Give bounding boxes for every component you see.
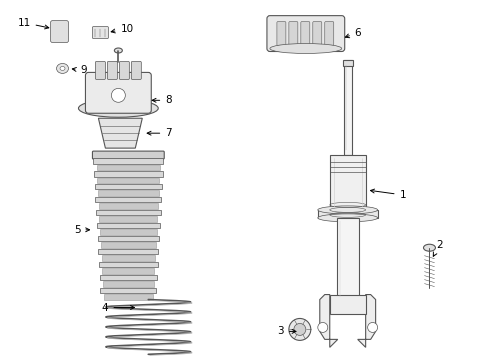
Ellipse shape	[60, 67, 65, 71]
FancyBboxPatch shape	[101, 242, 156, 248]
FancyBboxPatch shape	[289, 22, 298, 45]
FancyBboxPatch shape	[50, 21, 69, 42]
FancyBboxPatch shape	[96, 62, 105, 80]
Polygon shape	[98, 118, 142, 148]
FancyBboxPatch shape	[277, 22, 286, 45]
FancyBboxPatch shape	[120, 62, 129, 80]
Text: 7: 7	[147, 128, 172, 138]
FancyBboxPatch shape	[99, 203, 158, 209]
Text: 8: 8	[152, 95, 172, 105]
FancyBboxPatch shape	[97, 165, 160, 170]
Text: 5: 5	[74, 225, 90, 235]
FancyBboxPatch shape	[98, 249, 158, 254]
Ellipse shape	[114, 48, 122, 53]
Ellipse shape	[289, 319, 311, 340]
FancyBboxPatch shape	[100, 288, 156, 293]
Ellipse shape	[318, 323, 328, 332]
FancyBboxPatch shape	[101, 255, 155, 261]
FancyBboxPatch shape	[85, 72, 151, 113]
Text: 10: 10	[111, 24, 133, 33]
Text: 11: 11	[17, 18, 49, 29]
FancyBboxPatch shape	[99, 216, 157, 222]
FancyBboxPatch shape	[98, 236, 159, 241]
FancyBboxPatch shape	[301, 22, 310, 45]
Text: 1: 1	[370, 189, 406, 200]
Ellipse shape	[270, 44, 342, 54]
Text: 2: 2	[433, 240, 443, 256]
FancyBboxPatch shape	[330, 294, 366, 315]
Ellipse shape	[423, 244, 436, 251]
Ellipse shape	[318, 214, 378, 222]
FancyBboxPatch shape	[95, 184, 162, 189]
FancyBboxPatch shape	[94, 171, 163, 176]
FancyBboxPatch shape	[102, 268, 154, 274]
FancyBboxPatch shape	[318, 210, 378, 218]
Ellipse shape	[318, 206, 378, 214]
Ellipse shape	[368, 323, 378, 332]
FancyBboxPatch shape	[343, 60, 353, 67]
Text: 3: 3	[277, 327, 296, 336]
FancyBboxPatch shape	[337, 218, 359, 300]
FancyBboxPatch shape	[97, 223, 160, 228]
FancyBboxPatch shape	[94, 158, 163, 163]
Polygon shape	[320, 294, 338, 347]
Text: 4: 4	[102, 302, 134, 312]
FancyBboxPatch shape	[99, 262, 158, 267]
FancyBboxPatch shape	[313, 22, 322, 45]
Ellipse shape	[56, 63, 69, 73]
FancyBboxPatch shape	[103, 294, 153, 300]
FancyBboxPatch shape	[98, 190, 159, 196]
FancyBboxPatch shape	[98, 177, 159, 183]
FancyBboxPatch shape	[96, 210, 161, 215]
Text: 6: 6	[345, 28, 361, 38]
FancyBboxPatch shape	[107, 62, 118, 80]
Ellipse shape	[294, 323, 306, 336]
Polygon shape	[358, 294, 376, 347]
Ellipse shape	[111, 88, 125, 102]
Ellipse shape	[78, 99, 158, 117]
FancyBboxPatch shape	[103, 281, 154, 287]
FancyBboxPatch shape	[93, 151, 164, 159]
Text: 9: 9	[73, 66, 87, 76]
FancyBboxPatch shape	[330, 155, 366, 210]
FancyBboxPatch shape	[343, 60, 352, 155]
FancyBboxPatch shape	[325, 22, 334, 45]
FancyBboxPatch shape	[131, 62, 141, 80]
FancyBboxPatch shape	[100, 229, 156, 235]
FancyBboxPatch shape	[99, 275, 157, 280]
FancyBboxPatch shape	[96, 197, 161, 202]
FancyBboxPatch shape	[267, 15, 345, 51]
FancyBboxPatch shape	[93, 27, 108, 39]
